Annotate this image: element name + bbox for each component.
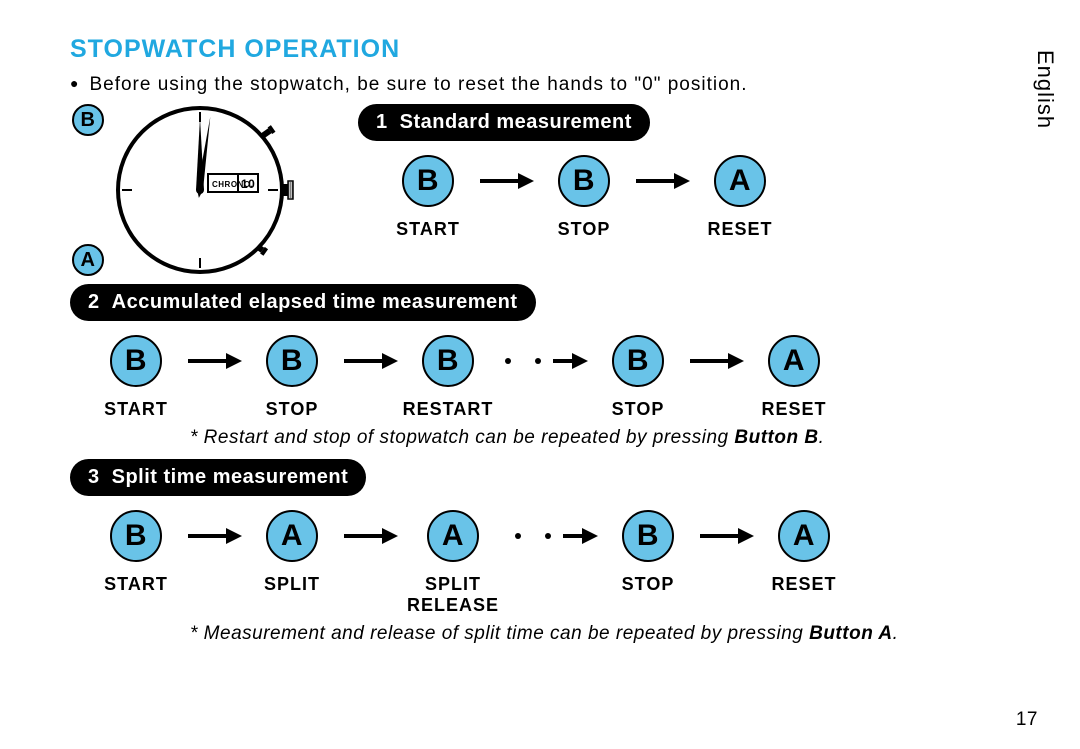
step: B START — [378, 155, 478, 241]
button-circle: B — [612, 335, 664, 387]
section-3-footnote: * Measurement and release of split time … — [190, 623, 1020, 645]
button-circle: B — [266, 335, 318, 387]
step: A RESET — [754, 510, 854, 596]
step: A SPLIT — [242, 510, 342, 596]
step-label: START — [104, 399, 168, 421]
step-label: RESET — [707, 219, 772, 241]
section-3-sequence: B START A SPLIT A SPLITRELEASE B STOP A RESET — [86, 510, 1020, 617]
arrow-icon — [688, 335, 744, 387]
page-title: STOPWATCH OPERATION — [70, 35, 1020, 64]
section-1-sequence: B START B STOP A RESET — [378, 155, 1020, 241]
button-circle: B — [110, 335, 162, 387]
step-label: STOP — [266, 399, 319, 421]
step-label: STOP — [622, 574, 675, 596]
button-circle: B — [110, 510, 162, 562]
button-b-indicator: B — [72, 104, 104, 136]
button-circle: A — [266, 510, 318, 562]
watch-diagram: B A — [70, 104, 340, 276]
step: B STOP — [534, 155, 634, 241]
step-label: SPLITRELEASE — [407, 574, 499, 617]
step: B RESTART — [398, 335, 498, 421]
arrow-icon — [698, 510, 754, 562]
button-circle: A — [714, 155, 766, 207]
step: B STOP — [598, 510, 698, 596]
dotted-arrow-icon — [498, 335, 588, 387]
section-3-heading: 3Split time measurement — [70, 459, 366, 496]
language-label: English — [1032, 50, 1058, 129]
arrow-icon — [634, 155, 690, 207]
button-circle: A — [427, 510, 479, 562]
step: B STOP — [588, 335, 688, 421]
arrow-icon — [342, 510, 398, 562]
button-circle: B — [422, 335, 474, 387]
button-circle: B — [622, 510, 674, 562]
section-2-heading: 2Accumulated elapsed time measurement — [70, 284, 536, 321]
intro-text: Before using the stopwatch, be sure to r… — [70, 74, 1020, 96]
button-circle: B — [558, 155, 610, 207]
arrow-icon — [478, 155, 534, 207]
step: A RESET — [690, 155, 790, 241]
step: A RESET — [744, 335, 844, 421]
step-label: START — [396, 219, 460, 241]
step-label: START — [104, 574, 168, 596]
step-label: STOP — [558, 219, 611, 241]
page-number: 17 — [1016, 709, 1038, 731]
button-circle: A — [768, 335, 820, 387]
section-2-sequence: B START B STOP B RESTART B STOP A RESET — [86, 335, 1020, 421]
step: B START — [86, 335, 186, 421]
section-1-heading: 1Standard measurement — [358, 104, 650, 141]
watch-face-icon: CHRONO. 10 — [110, 104, 335, 276]
step-label: SPLIT — [264, 574, 320, 596]
step: B START — [86, 510, 186, 596]
step-label: RESET — [761, 399, 826, 421]
arrow-icon — [186, 510, 242, 562]
step-label: RESTART — [403, 399, 494, 421]
step-label: STOP — [612, 399, 665, 421]
svg-text:10: 10 — [241, 177, 255, 191]
dotted-arrow-icon — [508, 510, 598, 562]
section-2-footnote: * Restart and stop of stopwatch can be r… — [190, 427, 1020, 449]
button-a-indicator: A — [72, 244, 104, 276]
arrow-icon — [186, 335, 242, 387]
step: A SPLITRELEASE — [398, 510, 508, 617]
button-circle: A — [778, 510, 830, 562]
button-circle: B — [402, 155, 454, 207]
arrow-icon — [342, 335, 398, 387]
step-label: RESET — [771, 574, 836, 596]
step: B STOP — [242, 335, 342, 421]
